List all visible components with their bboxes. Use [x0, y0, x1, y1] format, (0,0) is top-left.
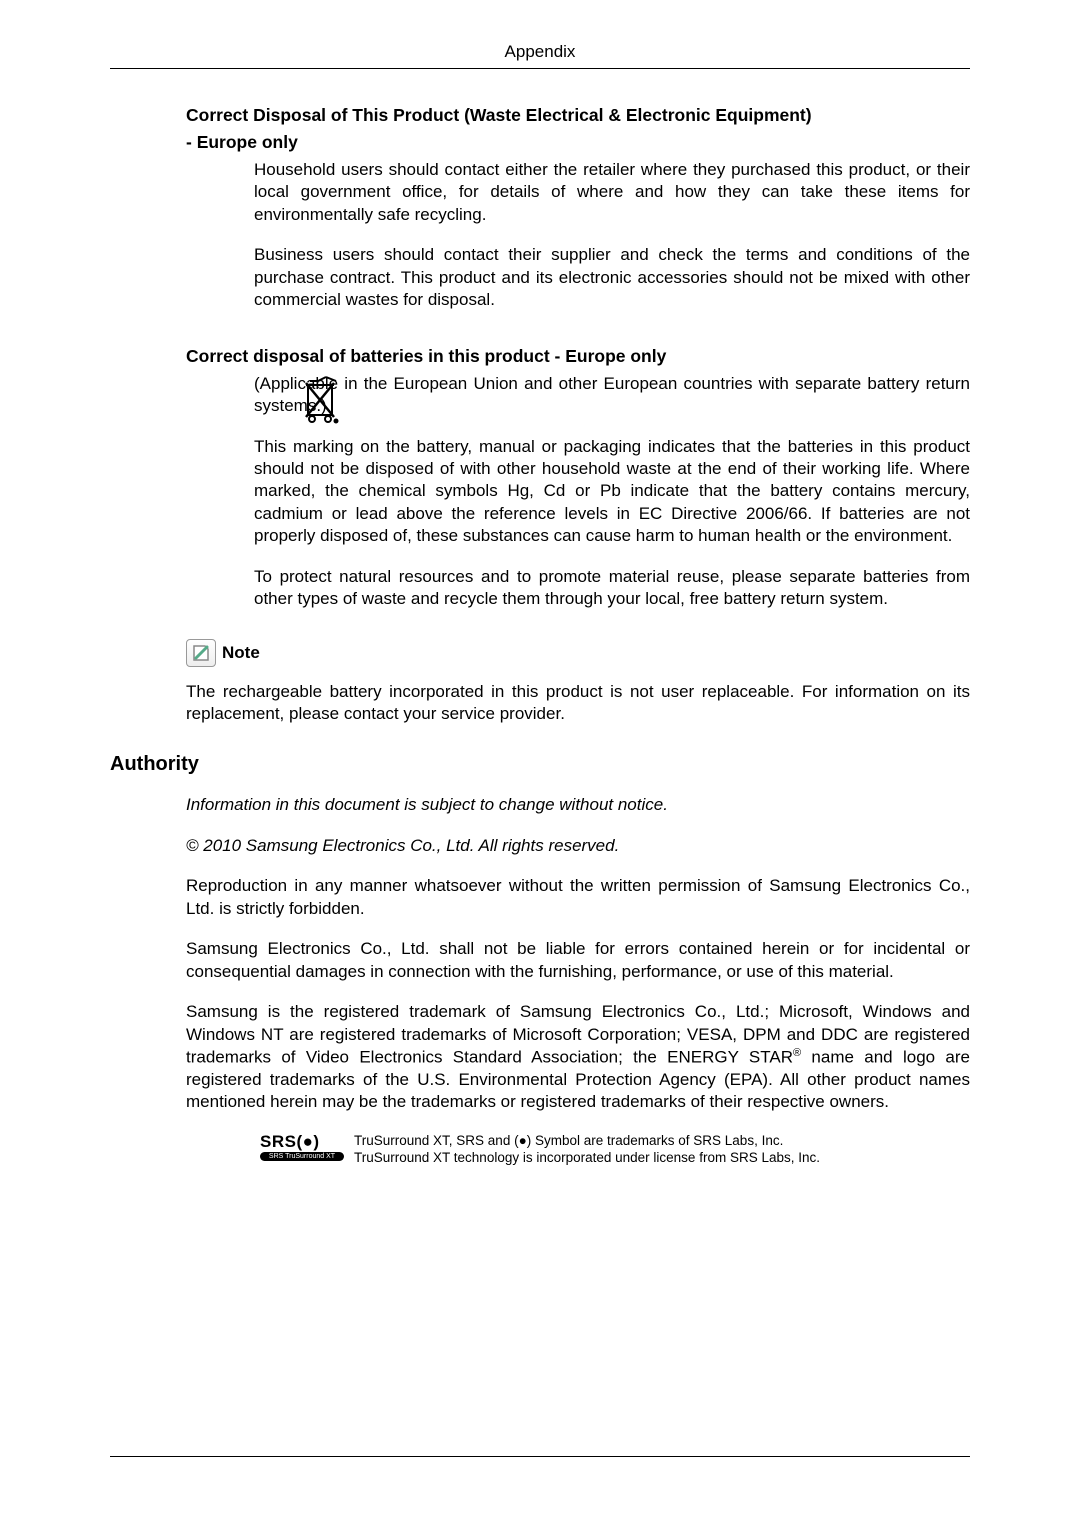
section2-paragraph3: To protect natural resources and to prom…: [254, 566, 970, 611]
section1-title-line2: - Europe only: [186, 132, 970, 153]
authority-p2: © 2010 Samsung Electronics Co., Ltd. All…: [186, 835, 970, 857]
section2-paragraph2: This marking on the battery, manual or p…: [254, 436, 970, 548]
srs-line1: TruSurround XT, SRS and (●) Symbol are t…: [354, 1132, 820, 1150]
footer-rule: [110, 1456, 970, 1457]
authority-p4: Samsung Electronics Co., Ltd. shall not …: [186, 938, 970, 983]
note-label: Note: [222, 643, 260, 663]
section2-title: Correct disposal of batteries in this pr…: [186, 346, 970, 367]
note-text: The rechargeable battery incorporated in…: [186, 681, 970, 726]
section1-title-line1: Correct Disposal of This Product (Waste …: [186, 105, 970, 126]
page-header: Appendix: [110, 42, 970, 69]
authority-p3: Reproduction in any manner whatsoever wi…: [186, 875, 970, 920]
battery-bin-icon: [296, 373, 346, 430]
srs-block: SRS(●) SRS TruSurround XT TruSurround XT…: [110, 1132, 970, 1167]
srs-line2: TruSurround XT technology is incorporate…: [354, 1149, 820, 1167]
section1-paragraph1: Household users should contact either th…: [254, 159, 970, 226]
authority-p1: Information in this document is subject …: [186, 794, 970, 816]
authority-heading: Authority: [110, 753, 970, 776]
section1-paragraph2: Business users should contact their supp…: [254, 244, 970, 311]
registered-symbol: ®: [793, 1047, 801, 1059]
srs-logo-top: SRS(●): [260, 1132, 344, 1152]
srs-logo-bottom: SRS TruSurround XT: [260, 1152, 344, 1161]
authority-p5: Samsung is the registered trademark of S…: [186, 1001, 970, 1114]
section2-paragraph1: (Applicable in the European Union and ot…: [254, 373, 970, 418]
note-icon: [186, 639, 216, 667]
srs-logo: SRS(●) SRS TruSurround XT: [260, 1132, 344, 1167]
